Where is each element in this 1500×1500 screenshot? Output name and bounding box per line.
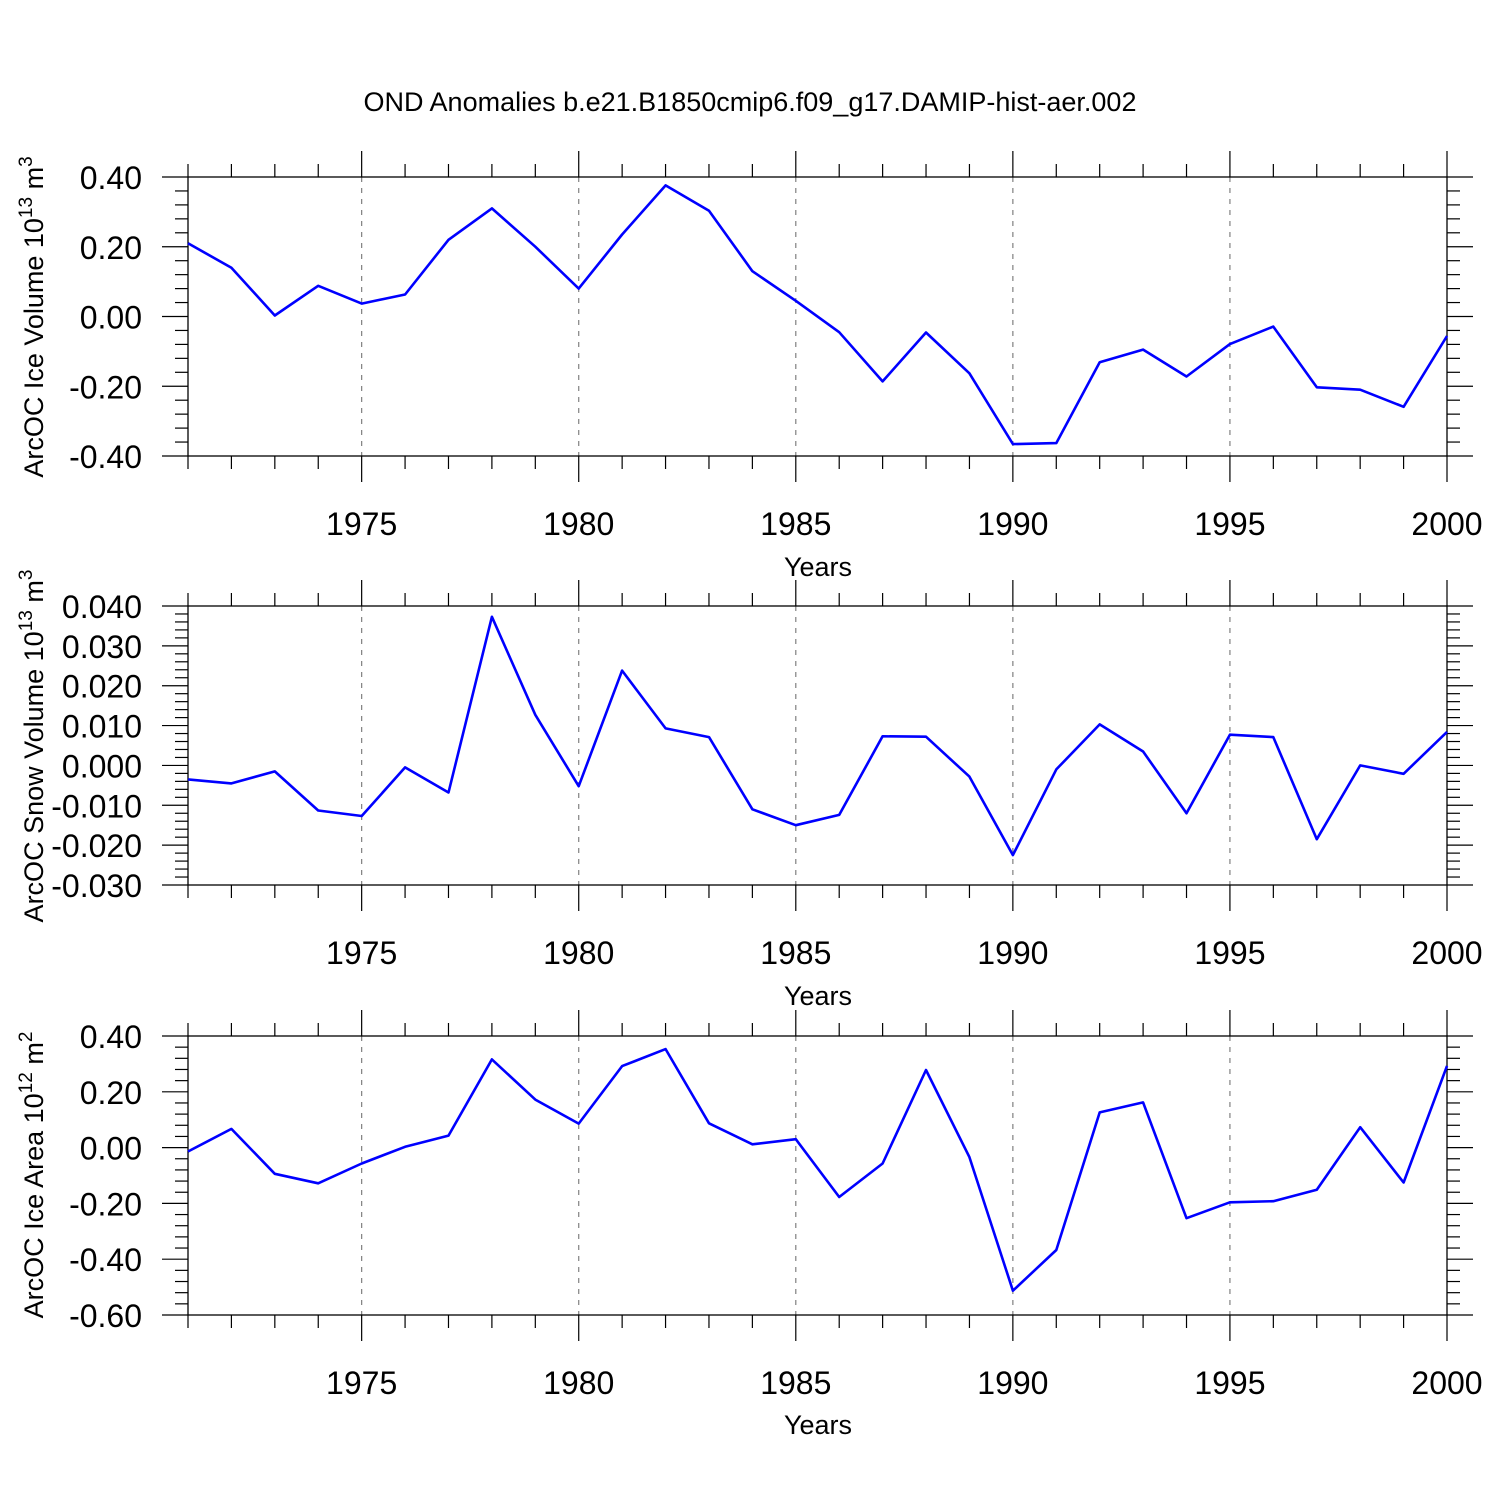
ice-area-x-tick-label: 1975 <box>326 1365 397 1401</box>
ice-area-x-tick-label: 1980 <box>543 1365 614 1401</box>
ice-area-plot-frame <box>187 1035 1448 1316</box>
ice-volume-y-tick-label: 0.00 <box>80 300 142 336</box>
ice-area-x-axis-title: Years <box>784 1410 852 1440</box>
ice-area-y-axis-title: ArcOC Ice Area 1012 m2 <box>16 1032 49 1319</box>
snow-volume-series-line <box>187 615 1448 857</box>
snow-volume-y-tick-label: 0.010 <box>62 709 142 745</box>
ice-volume-series-line <box>187 184 1449 446</box>
ice-volume-y-tick-label: -0.40 <box>69 439 142 475</box>
ice-area-panel: ArcOC Ice Area 1012 m2 Years 1975 1980 198… <box>16 1010 1483 1440</box>
snow-volume-y-tick-label: 0.020 <box>62 669 142 705</box>
ice-volume-x-tick-label: 2000 <box>1411 506 1482 542</box>
snow-volume-x-tick-label: 1980 <box>543 935 614 971</box>
snow-volume-x-tick-label: 2000 <box>1411 935 1482 971</box>
ice-area-x-tick-label: 1985 <box>760 1365 831 1401</box>
ice-volume-x-axis-title: Years <box>784 552 852 582</box>
snow-volume-y-tick-label: -0.010 <box>51 788 142 824</box>
ice-area-y-tick-label: -0.20 <box>69 1186 142 1222</box>
ice-area-y-tick-label: -0.40 <box>69 1242 142 1278</box>
ice-area-x-tick-label: 1995 <box>1194 1365 1265 1401</box>
ice-volume-x-tick-label: 1980 <box>543 506 614 542</box>
snow-volume-y-tick-label: -0.030 <box>51 868 142 904</box>
ice-area-x-tick-label: 2000 <box>1411 1365 1482 1401</box>
ice-area-x-tick-label: 1990 <box>977 1365 1048 1401</box>
ice-volume-y-tick-label: 0.20 <box>80 230 142 266</box>
snow-volume-x-tick-label: 1995 <box>1194 935 1265 971</box>
ice-area-y-tick-label: -0.60 <box>69 1298 142 1334</box>
ice-area-y-tick-label: 0.00 <box>80 1131 142 1167</box>
snow-volume-y-tick-label: -0.020 <box>51 828 142 864</box>
snow-volume-plot-frame <box>187 605 1448 886</box>
snow-volume-y-tick-label: 0.000 <box>62 748 142 784</box>
ice-volume-y-tick-label: -0.20 <box>69 369 142 405</box>
ice-volume-x-tick-label: 1975 <box>326 506 397 542</box>
ice-volume-y-tick-label: 0.40 <box>80 160 142 196</box>
ice-volume-x-tick-label: 1995 <box>1194 506 1265 542</box>
snow-volume-y-axis-title: ArcOC Snow Volume 1013 m3 <box>16 570 49 923</box>
ice-area-y-tick-label: 0.40 <box>80 1019 142 1055</box>
ice-volume-x-tick-label: 1990 <box>977 506 1048 542</box>
snow-volume-y-tick-label: 0.040 <box>62 589 142 625</box>
snow-volume-x-axis-title: Years <box>784 981 852 1011</box>
ice-area-y-tick-label: 0.20 <box>80 1075 142 1111</box>
ice-area-series-line <box>187 1047 1449 1292</box>
snow-volume-panel: ArcOC Snow Volume 1013 m3 Years 1975 1980… <box>16 570 1483 1011</box>
snow-volume-x-tick-label: 1975 <box>326 935 397 971</box>
ice-volume-y-axis-title: ArcOC Ice Volume 1013 m3 <box>16 156 49 477</box>
snow-volume-y-tick-label: 0.030 <box>62 629 142 665</box>
ice-volume-panel: ArcOC Ice Volume 1013 m3 Years 1975 1980 1… <box>16 151 1483 582</box>
snow-volume-x-tick-label: 1990 <box>977 935 1048 971</box>
chart-title: OND Anomalies b.e21.B1850cmip6.f09_g17.D… <box>364 87 1137 117</box>
snow-volume-x-tick-label: 1985 <box>760 935 831 971</box>
ice-volume-x-tick-label: 1985 <box>760 506 831 542</box>
